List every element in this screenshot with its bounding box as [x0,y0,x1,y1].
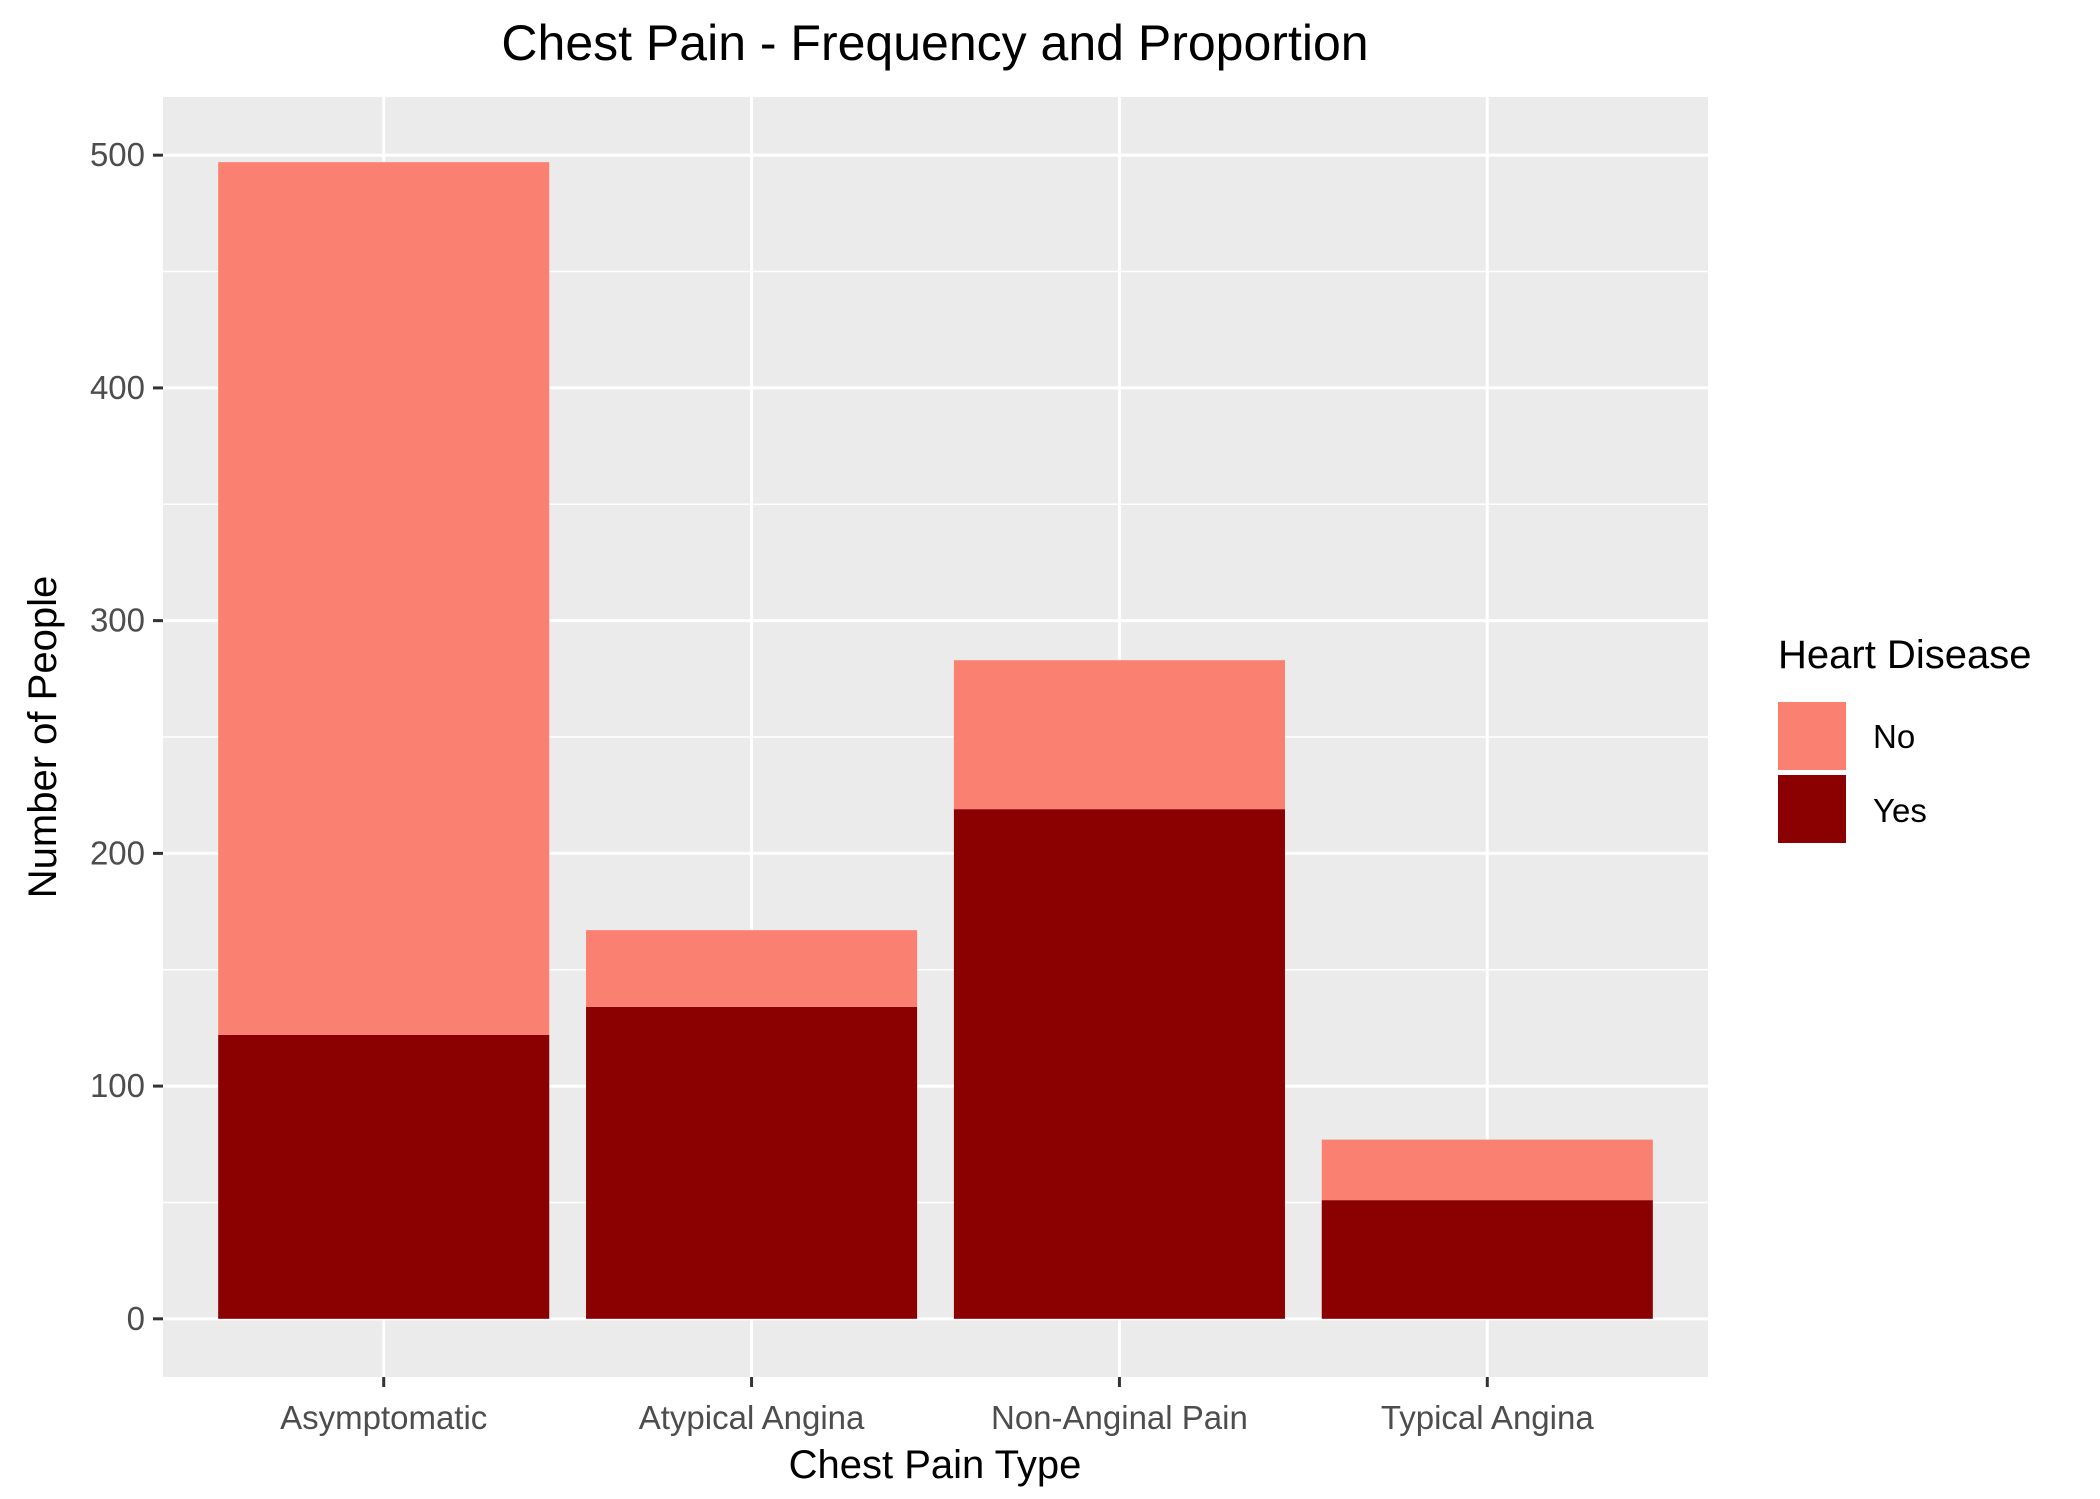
x-tick-label: Typical Angina [1381,1399,1594,1436]
y-axis: 0 100 200 300 400 500 [90,136,163,1337]
bar-yes-typical-angina [1321,1200,1653,1319]
x-tick-label: Atypical Angina [639,1399,865,1436]
x-axis: Asymptomatic Atypical Angina Non-Anginal P… [280,1377,1594,1436]
y-tick-label: 100 [90,1067,145,1104]
y-tick-label: 200 [90,834,145,871]
x-axis-title: Chest Pain Type [789,1443,1082,1487]
bar-no-typical-angina [1321,1139,1653,1201]
y-tick-label: 500 [90,136,145,173]
legend: Heart Disease No Yes [1778,633,2031,843]
chart-title: Chest Pain - Frequency and Proportion [501,15,1368,71]
legend-title: Heart Disease [1778,633,2031,677]
legend-key-yes [1778,775,1846,843]
bar-no-atypical-angina [586,930,918,1007]
y-tick-label: 300 [90,602,145,639]
legend-key-no [1778,702,1846,770]
bar-yes-atypical-angina [586,1006,918,1319]
y-axis-title: Number of People [21,576,65,898]
x-tick-label: Non-Anginal Pain [991,1399,1248,1436]
bar-no-non-anginal-pain [953,660,1285,810]
bars [218,162,1653,1319]
bar-yes-asymptomatic [218,1034,550,1319]
bar-yes-non-anginal-pain [953,809,1285,1319]
legend-label-no: No [1873,718,1915,755]
y-tick-label: 400 [90,369,145,406]
bar-no-asymptomatic [218,162,550,1035]
legend-label-yes: Yes [1873,792,1927,829]
x-tick-label: Asymptomatic [280,1399,487,1436]
y-tick-label: 0 [127,1300,145,1337]
